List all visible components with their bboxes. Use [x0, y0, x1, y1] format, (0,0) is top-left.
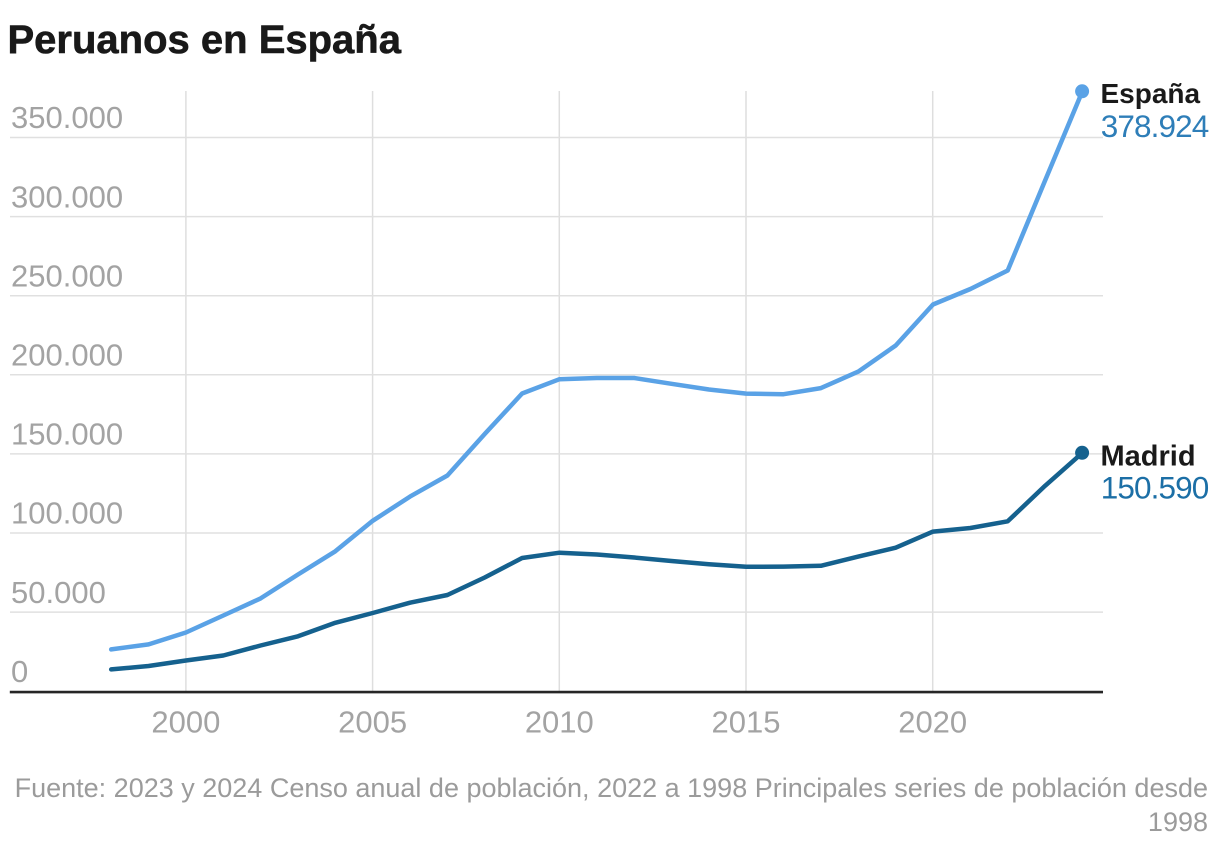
svg-text:200.000: 200.000 [11, 338, 123, 373]
svg-text:150.000: 150.000 [11, 417, 123, 452]
svg-text:250.000: 250.000 [11, 258, 123, 293]
svg-text:150.590: 150.590 [1101, 469, 1209, 505]
svg-text:0: 0 [11, 654, 28, 689]
svg-text:2005: 2005 [338, 705, 407, 740]
svg-text:350.000: 350.000 [11, 100, 123, 135]
svg-text:2000: 2000 [151, 705, 220, 740]
svg-text:2020: 2020 [898, 705, 967, 740]
svg-text:100.000: 100.000 [11, 496, 123, 531]
svg-text:2010: 2010 [525, 705, 594, 740]
svg-text:50.000: 50.000 [11, 575, 106, 610]
svg-text:España: España [1101, 78, 1201, 109]
svg-text:Madrid: Madrid [1101, 441, 1196, 473]
svg-text:2015: 2015 [712, 705, 781, 740]
svg-text:378.924: 378.924 [1101, 108, 1209, 144]
svg-text:300.000: 300.000 [11, 179, 123, 214]
